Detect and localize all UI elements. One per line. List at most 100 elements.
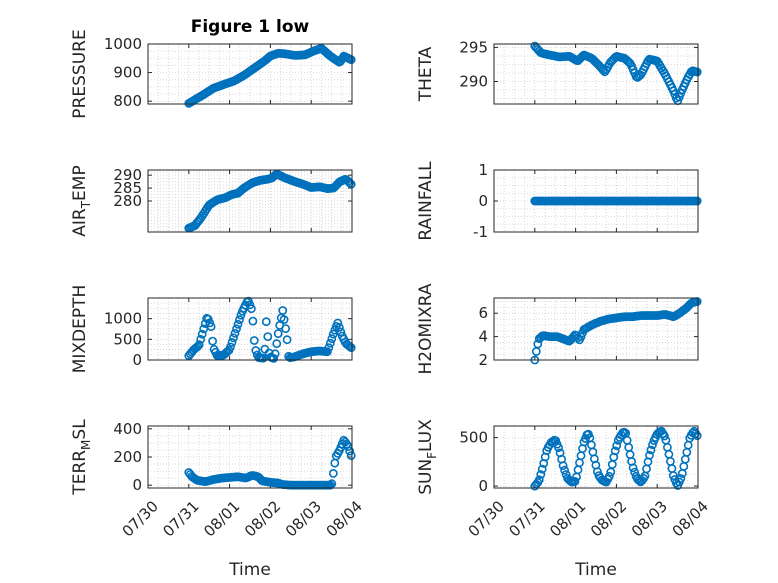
xtick-label-1: 07/31: [505, 497, 548, 540]
axes-frame: [493, 43, 699, 105]
data-point: [630, 467, 639, 477]
data-point: [249, 336, 259, 345]
subplot-8: 0 500 SUNFLUX 07/3007/3108/0108/0208/0308/0…: [416, 419, 712, 580]
data-point: [325, 338, 335, 348]
ylabel-4: MIXDEPTH: [70, 285, 90, 374]
data-point: [692, 196, 702, 206]
data-point: [261, 317, 271, 327]
xtick-label-0: 07/30: [465, 497, 508, 540]
data-point: [610, 446, 620, 456]
data-point: [634, 476, 644, 485]
data-point: [628, 463, 638, 473]
data-point: [646, 445, 656, 455]
data-point: [279, 315, 289, 324]
data-point: [692, 431, 702, 441]
ylabel-1: THETA: [416, 46, 436, 102]
data-point: [660, 431, 669, 441]
data-point: [194, 340, 204, 350]
subplot-2: 290 295 THETA: [416, 38, 702, 106]
data-point: [272, 339, 282, 349]
data-point: [554, 443, 563, 453]
ytick-label-1: 295: [459, 38, 488, 56]
data-point: [206, 322, 216, 332]
data-point: [334, 323, 344, 332]
data-point: [248, 316, 258, 326]
data-point: [193, 342, 203, 351]
chart-title: Figure 1 low: [191, 17, 310, 37]
data-point: [346, 179, 356, 189]
subplot-6: 2 4 6 H2OMIXRA: [416, 283, 702, 375]
data-point: [281, 324, 290, 333]
data-point: [325, 480, 335, 490]
data-point: [273, 329, 283, 338]
data-point: [251, 346, 261, 355]
xtick-label-0: 07/30: [119, 497, 162, 540]
ytick-label-0: -1: [473, 223, 488, 241]
series-1: [530, 196, 702, 206]
ytick-label-2: 1000: [104, 35, 142, 53]
axes-frame: [493, 169, 699, 233]
data-point: [230, 328, 240, 338]
series-1: [530, 41, 702, 106]
xtick-label-2: 08/01: [200, 497, 243, 540]
data-point: [328, 329, 338, 339]
data-point: [345, 446, 355, 456]
data-point: [322, 347, 332, 357]
data-point: [197, 329, 207, 339]
series-1: [184, 169, 356, 233]
ytick-label-2: 6: [478, 304, 488, 322]
series-1: [530, 297, 702, 365]
ytick-label-1: 285: [113, 179, 142, 197]
data-point: [196, 334, 206, 344]
axes-frame: [147, 43, 353, 105]
xtick-label-5: 08/04: [323, 497, 366, 540]
data-point: [246, 304, 256, 314]
ytick-label-2: 290: [113, 166, 142, 184]
xlabel: Time: [228, 560, 271, 580]
ylabel-7: SUNFLUX: [416, 419, 439, 495]
data-point: [612, 441, 622, 450]
data-point: [346, 343, 356, 352]
data-point: [226, 342, 235, 352]
series-1: [530, 426, 702, 491]
axes-frame: [493, 297, 699, 361]
ytick-label-1: 4: [478, 328, 488, 346]
data-point: [327, 479, 337, 489]
series-1: [184, 43, 356, 108]
data-point: [270, 349, 280, 359]
data-point: [676, 474, 686, 483]
data-point: [534, 475, 544, 485]
data-point: [645, 450, 654, 460]
data-point: [227, 337, 237, 347]
ylabel-5: H2OMIXRA: [416, 283, 436, 374]
data-point: [560, 465, 569, 475]
data-point: [229, 333, 238, 343]
ytick-label-1: 200: [113, 448, 142, 466]
ytick-label-0: 290: [459, 73, 488, 91]
ytick-label-0: 0: [478, 477, 488, 495]
subplot-7: 0 200 400 TERRMSL 07/3007/3108/0108/0208/030…: [70, 419, 366, 580]
axes-frame: [493, 425, 699, 489]
subplot-1: 800 900 1000 PRESSURE Figure 1 low: [70, 17, 356, 119]
data-point: [336, 327, 346, 337]
ytick-label-0: 280: [113, 192, 142, 210]
xtick-label-4: 08/03: [628, 497, 671, 540]
data-point: [263, 332, 273, 341]
series-1: [184, 296, 356, 363]
ylabel-2: AIRTEMP: [70, 165, 93, 236]
ytick-label-1: 500: [459, 429, 488, 447]
data-point: [333, 318, 343, 328]
data-point: [208, 336, 217, 346]
xlabel: Time: [574, 560, 617, 580]
data-point: [648, 440, 657, 450]
xtick-label-5: 08/04: [669, 497, 712, 540]
ylabel-0: PRESSURE: [70, 29, 90, 118]
data-point: [282, 335, 292, 345]
data-point: [537, 464, 547, 474]
ytick-label-2: 1000: [104, 310, 142, 328]
ytick-label-2: 400: [113, 420, 142, 438]
xtick-label-1: 07/31: [159, 497, 202, 540]
subplot-4: -1 0 1 RAINFALL: [416, 161, 702, 241]
ytick-label-1: 0: [478, 192, 488, 210]
